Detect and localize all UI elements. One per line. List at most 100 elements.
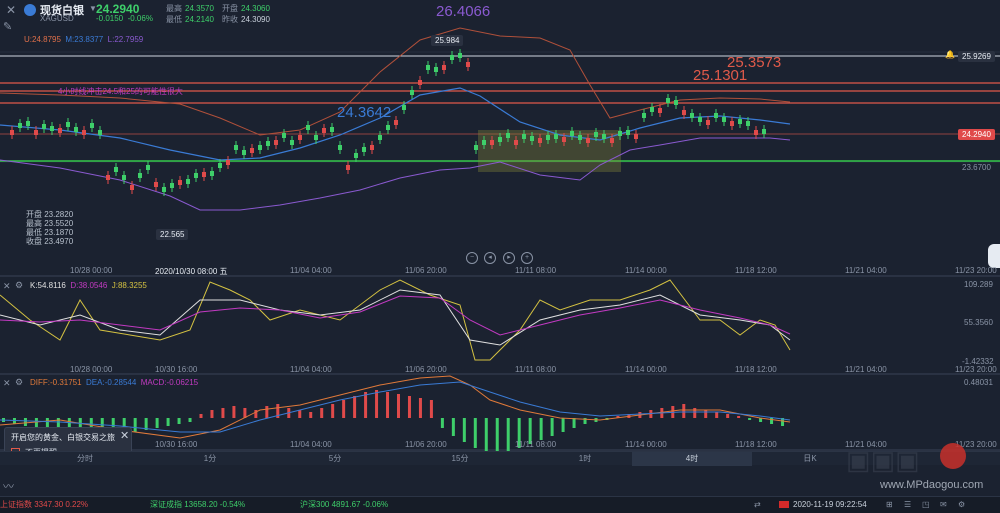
boll-mid-line — [0, 87, 791, 161]
candle — [18, 123, 22, 128]
x-tick: 11/21 04:00 — [845, 266, 887, 275]
candlestick-series — [10, 49, 766, 196]
candle — [338, 145, 342, 150]
macd-bar — [682, 404, 686, 418]
candle — [706, 120, 710, 125]
kdj-settings-icon[interactable]: ✕ — [3, 281, 11, 291]
period-tab[interactable]: 15分 — [451, 454, 469, 463]
kdj-gear-icon[interactable]: ⚙ — [15, 280, 24, 290]
low-stat: 最低 24.2140 — [166, 15, 214, 24]
macd-bar — [133, 418, 137, 432]
zoom-in-icon[interactable]: + — [521, 252, 533, 264]
macd-bar — [770, 418, 774, 424]
china-flag-icon — [779, 501, 789, 508]
indicator-toggle-icon[interactable]: 〰 — [3, 481, 14, 493]
candle — [346, 165, 350, 170]
side-expand-handle[interactable] — [988, 244, 1000, 268]
candle — [490, 140, 494, 145]
candle — [10, 130, 14, 135]
macd-bar — [759, 418, 763, 422]
candle — [450, 55, 454, 60]
open-stat: 开盘 24.3060 — [222, 4, 270, 13]
macd-bar — [528, 418, 532, 444]
candle — [434, 67, 438, 72]
status-icon-1[interactable]: ⊞ — [886, 500, 893, 509]
candle — [58, 128, 62, 133]
status-icon-5[interactable]: ⚙ — [958, 500, 966, 509]
x-tick: 11/06 20:00 — [405, 266, 447, 275]
macd-bar — [188, 418, 192, 422]
period-tab[interactable]: 分时 — [77, 454, 93, 463]
menu-icon[interactable]: ✕ — [6, 3, 17, 17]
macd-bar — [23, 418, 27, 426]
x-tick: 10/30 16:00 — [155, 440, 198, 449]
zoom-out-icon[interactable]: − — [466, 252, 478, 264]
popup-text: 开启您的黄金、白银交易之旅 — [11, 433, 115, 442]
share-icon[interactable]: ⇄ — [754, 500, 761, 509]
high-stat: 最高 24.3570 — [166, 4, 214, 13]
dropdown-icon[interactable]: ▼ — [89, 4, 97, 13]
candle — [650, 107, 654, 112]
candle — [386, 125, 390, 130]
market-ticker-bar: 上证指数 3347.30 0.22% 深证成指 13658.20 -0.54% 沪深… — [0, 496, 1000, 513]
period-tab[interactable]: 5分 — [328, 454, 342, 463]
scroll-right-icon[interactable]: ▸ — [503, 252, 515, 264]
ticker-item[interactable]: 深证成指 13658.20 -0.54% — [150, 500, 246, 509]
macd-bar — [407, 396, 411, 418]
candle — [178, 180, 182, 185]
candle — [394, 120, 398, 125]
macd-bar — [550, 418, 554, 436]
macd-bar — [583, 418, 587, 424]
macd-bar — [386, 392, 390, 418]
macd-bar — [451, 418, 455, 436]
candle — [610, 138, 614, 143]
macd-diff-line — [0, 375, 791, 439]
candle — [586, 138, 590, 143]
macd-bar — [265, 406, 269, 418]
candle — [626, 130, 630, 135]
candle — [714, 113, 718, 118]
drawing-tools-icon[interactable]: ✎ — [3, 21, 13, 33]
macd-close-icon[interactable]: ✕ — [3, 378, 11, 388]
macd-bar — [210, 410, 214, 418]
x-tick: 11/21 04:00 — [845, 365, 887, 374]
x-tick: 11/18 12:00 — [735, 266, 777, 275]
candle — [298, 135, 302, 140]
status-icon-4[interactable]: ✉ — [940, 500, 947, 509]
candle — [130, 185, 134, 190]
candle — [282, 133, 286, 138]
macd-bar — [67, 418, 71, 434]
candle — [170, 183, 174, 188]
period-tab[interactable]: 日K — [803, 454, 817, 463]
x-tick: 11/23 20:00 — [955, 365, 997, 374]
axis-label-low: 23.6700 — [962, 163, 991, 172]
popup-close-icon[interactable]: ✕ — [120, 430, 130, 442]
ticker-item[interactable]: 沪深300 4891.67 -0.06% — [300, 500, 389, 509]
status-icon-3[interactable]: ◳ — [922, 500, 930, 509]
candle — [378, 135, 382, 140]
scroll-left-icon[interactable]: ◂ — [484, 252, 496, 264]
macd-bar — [693, 408, 697, 418]
candle — [234, 145, 238, 150]
candle — [154, 182, 158, 187]
period-tab[interactable]: 1时 — [578, 454, 592, 463]
period-tab[interactable]: 1分 — [203, 454, 217, 463]
axis-label-top: 25.9269 — [958, 51, 995, 62]
macd-bar — [715, 412, 719, 418]
candle — [562, 137, 566, 142]
alert-bell-icon[interactable]: 🔔 — [945, 50, 955, 59]
candle — [762, 129, 766, 134]
macd-bar — [572, 418, 576, 428]
candle — [322, 128, 326, 133]
macd-bar — [506, 418, 510, 452]
macd-gear-icon[interactable]: ⚙ — [15, 377, 24, 387]
macd-bar — [320, 408, 324, 418]
symbol-title[interactable]: 现货白银 — [40, 5, 84, 17]
status-icon-2[interactable]: ☰ — [904, 500, 912, 509]
candle — [194, 173, 198, 178]
ticker-item[interactable]: 上证指数 3347.30 0.22% — [0, 500, 89, 509]
period-tab[interactable]: 4时 — [632, 452, 752, 466]
candle — [690, 113, 694, 118]
